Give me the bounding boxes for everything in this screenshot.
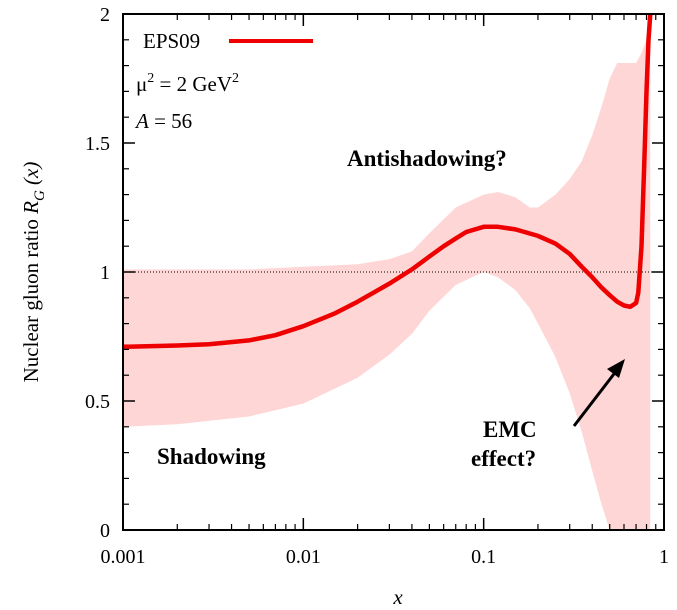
annotation-emc-line2: effect? [471, 446, 536, 471]
legend-label-eps09: EPS09 [143, 29, 200, 53]
legend-mu-line: μ2 = 2 GeV2 [136, 71, 239, 96]
x-tick-label: 0.01 [286, 546, 321, 568]
y-tick-label: 1.5 [85, 133, 110, 155]
annotation-emc-line1: EMC [483, 417, 537, 442]
x-tick-label: 0.1 [471, 546, 496, 568]
annotation-shadowing: Shadowing [157, 444, 266, 469]
y-tick-label: 2 [100, 4, 110, 26]
y-axis-title: Nuclear gluon ratio RG (x) [19, 162, 48, 383]
y-tick-label: 0 [100, 520, 110, 542]
annotation-antishadowing: Antishadowing? [347, 146, 507, 171]
emc-arrow [572, 369, 619, 427]
uncertainty-band [123, 26, 651, 530]
emc-arrow-head [607, 359, 625, 378]
y-tick-label: 1 [100, 262, 110, 284]
x-axis-title: x [392, 585, 403, 609]
series-line-eps09 [123, 14, 653, 350]
legend-a-line: A = 56 [134, 109, 192, 133]
y-tick-label: 0.5 [85, 391, 110, 413]
x-tick-label: 0.001 [101, 546, 146, 568]
x-tick-label: 1 [659, 546, 669, 568]
